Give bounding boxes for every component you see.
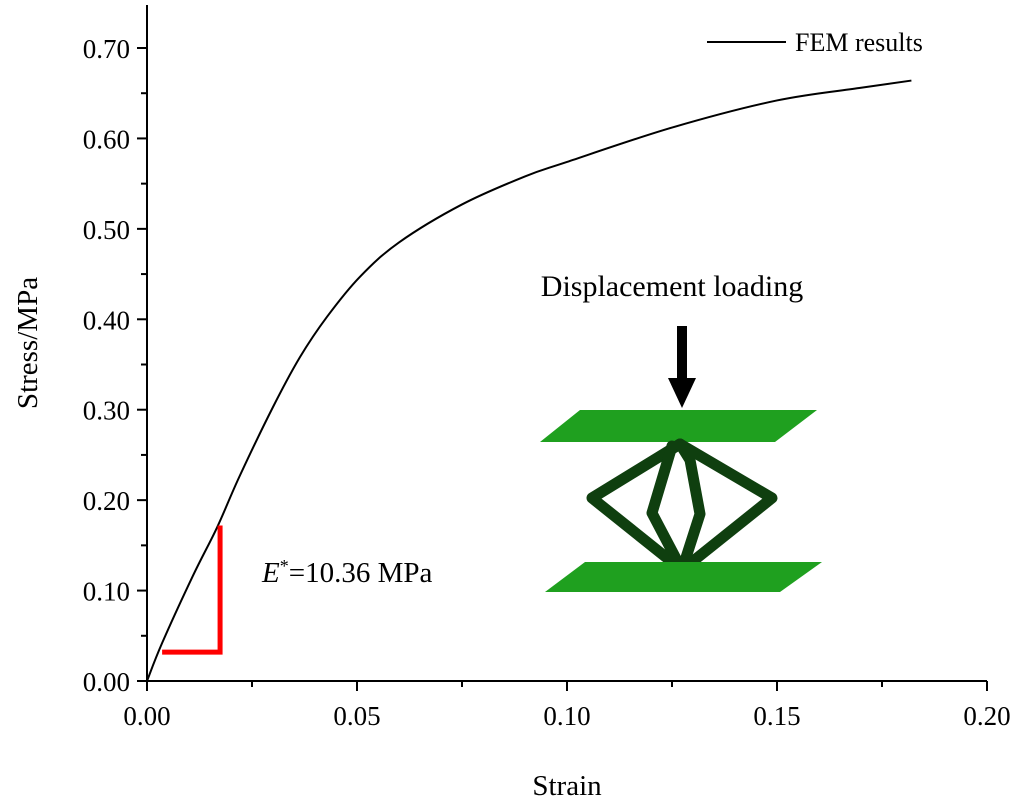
x-tick-label: 0.15 bbox=[753, 701, 800, 731]
x-axis-title: Strain bbox=[532, 770, 602, 802]
y-tick-label: 0.10 bbox=[83, 577, 130, 607]
y-tick-label: 0.40 bbox=[83, 305, 130, 335]
x-tick-label: 0.00 bbox=[123, 701, 170, 731]
slope-triangle bbox=[162, 525, 223, 655]
y-tick-label: 0.50 bbox=[83, 215, 130, 245]
inset-label: Displacement loading bbox=[541, 270, 803, 303]
legend: FEM results bbox=[707, 28, 923, 57]
x-tick-label: 0.10 bbox=[543, 701, 590, 731]
bottom-plate bbox=[545, 562, 822, 592]
y-axis-title: Stress/MPa bbox=[12, 277, 44, 409]
legend-label: FEM results bbox=[795, 28, 923, 57]
y-tick-label: 0.00 bbox=[83, 667, 130, 697]
x-tick-label: 0.05 bbox=[333, 701, 380, 731]
lattice-struts bbox=[586, 438, 778, 576]
y-tick-label: 0.30 bbox=[83, 396, 130, 426]
inset-illustration: Displacement loading bbox=[540, 270, 822, 592]
ticks: 0.00 0.05 0.10 0.15 0.20 0.00 0.10 0.20 0.30 0.40… bbox=[83, 34, 1011, 731]
series-line-fem-results bbox=[146, 79, 912, 682]
modulus-label: E*=10.36 MPa bbox=[261, 556, 432, 589]
y-tick-label: 0.60 bbox=[83, 124, 130, 154]
top-plate bbox=[540, 410, 817, 442]
y-tick-label: 0.20 bbox=[83, 486, 130, 516]
arrow-down-icon bbox=[668, 326, 696, 408]
y-tick-label: 0.70 bbox=[83, 34, 130, 64]
x-tick-label: 0.20 bbox=[963, 701, 1010, 731]
